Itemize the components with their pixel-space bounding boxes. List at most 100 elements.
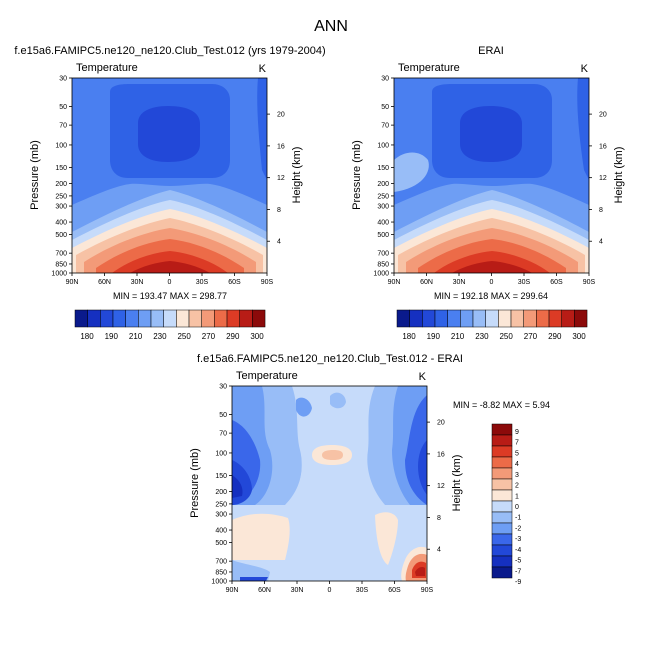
model-bottom-axis: 90N 60N 30N 0 30S 60S 90S [66, 273, 274, 286]
obs-ytick-label: 30 [381, 76, 389, 83]
model-colorbar-cell [100, 309, 114, 328]
diff-variable-label: Temperature [236, 370, 298, 382]
diff-colorbar-cell [491, 467, 513, 480]
diff-colorbar-label: -1 [515, 515, 521, 522]
model-colorbar-cell [74, 309, 88, 328]
obs-rtick-label: 12 [599, 175, 607, 182]
model-colorbar-cell [201, 309, 215, 328]
model-title: f.e15a6.FAMIPC5.ne120_ne120.Club_Test.01… [14, 45, 325, 57]
model-ytick-label: 1000 [51, 271, 67, 278]
obs-colorbar-label: 250 [499, 332, 513, 341]
diff-units-label: K [419, 371, 427, 383]
obs-colorbar-label: 290 [548, 332, 562, 341]
diff-rtick-label: 12 [437, 483, 445, 490]
obs-colorbar-cell [422, 309, 436, 328]
model-ytick-label: 850 [55, 261, 67, 268]
obs-north-warm [394, 152, 429, 192]
model-right-axis: 20 16 12 8 4 [267, 112, 285, 246]
diff-south-band-5 [418, 440, 427, 495]
diff-ytick-label: 400 [215, 528, 227, 535]
model-panel: f.e15a6.FAMIPC5.ne120_ne120.Club_Test.01… [14, 45, 325, 341]
model-xtick-label: 30S [196, 279, 209, 286]
model-colorbar-cell [239, 309, 253, 328]
diff-colorbar-label: 5 [515, 450, 519, 457]
diff-xtick-label: 30S [356, 587, 369, 594]
diff-ylabel: Pressure (mb) [189, 448, 201, 518]
diff-colorbar-label: 9 [515, 429, 519, 436]
diff-rtick-label: 20 [437, 420, 445, 427]
obs-ytick-label: 850 [377, 261, 389, 268]
obs-colorbar-label: 300 [572, 332, 586, 341]
model-band-190 [138, 106, 200, 162]
diff-colorbar-cell [491, 533, 513, 546]
model-colorbar-cell [150, 309, 164, 328]
diff-colorbar-cell [491, 478, 513, 491]
model-ytick-label: 100 [55, 142, 67, 149]
diff-ytick-label: 850 [215, 569, 227, 576]
model-band-295 [130, 261, 210, 273]
diff-minmax: MIN = -8.82 MAX = 5.94 [453, 400, 550, 410]
model-ytick-label: 400 [55, 220, 67, 227]
model-colorbar-label: 300 [250, 332, 264, 341]
obs-colorbar-label: 180 [402, 332, 416, 341]
obs-colorbar-cell [434, 309, 448, 328]
diff-patch-2 [330, 392, 346, 409]
diff-ytick-label: 150 [215, 473, 227, 480]
model-rtick-label: 16 [277, 143, 285, 150]
diff-xtick-label: 60N [258, 587, 271, 594]
diff-colorbar-label: -5 [515, 558, 521, 565]
obs-xtick-label: 90N [388, 279, 401, 286]
obs-colorbar-cell [472, 309, 486, 328]
diff-xtick-label: 90N [226, 587, 239, 594]
diff-colorbar-label: 3 [515, 472, 519, 479]
obs-ytick-label: 70 [381, 123, 389, 130]
model-ytick-label: 30 [59, 76, 67, 83]
obs-minmax: MIN = 192.18 MAX = 299.64 [434, 291, 548, 301]
obs-colorbar-label: 230 [475, 332, 489, 341]
page-title: ANN [314, 18, 348, 35]
diff-ytick-label: 100 [215, 450, 227, 457]
model-variable-label: Temperature [76, 62, 138, 74]
model-xtick-label: 0 [168, 279, 172, 286]
diff-bottom-cold-strip [240, 577, 268, 581]
obs-left-axis: 30 50 70 100 150 200 250 300 400 500 700 850 1000 [373, 76, 394, 278]
obs-xtick-label: 0 [490, 279, 494, 286]
diff-colorbar-cell [491, 544, 513, 557]
obs-xtick-label: 30S [518, 279, 531, 286]
model-units-label: K [259, 63, 267, 75]
model-colorbar-cell [112, 309, 126, 328]
model-colorbar-cell [138, 309, 152, 328]
diff-rtick-label: 16 [437, 451, 445, 458]
obs-ylabel-right: Height (km) [613, 147, 625, 204]
obs-colorbar-label: 210 [451, 332, 465, 341]
obs-band-295 [452, 261, 532, 273]
diff-ytick-label: 50 [219, 412, 227, 419]
obs-ytick-label: 50 [381, 104, 389, 111]
obs-ytick-label: 500 [377, 232, 389, 239]
model-rtick-label: 12 [277, 175, 285, 182]
model-ytick-label: 200 [55, 181, 67, 188]
model-ytick-label: 700 [55, 251, 67, 258]
obs-colorbar-cell [498, 309, 512, 328]
diff-panel: f.e15a6.FAMIPC5.ne120_ne120.Club_Test.01… [189, 353, 550, 594]
model-colorbar-cell [226, 309, 240, 328]
diff-ytick-label: 500 [215, 540, 227, 547]
obs-ylabel: Pressure (mb) [351, 140, 363, 210]
obs-ytick-label: 400 [377, 220, 389, 227]
model-colorbar-label: 270 [202, 332, 216, 341]
obs-colorbar-cell [396, 309, 410, 328]
obs-colorbar-cell [523, 309, 537, 328]
diff-warm-blob-2 [322, 450, 343, 460]
diff-colorbar-cell [491, 434, 513, 447]
model-colorbar-cell [252, 309, 266, 328]
obs-ytick-label: 200 [377, 181, 389, 188]
diff-right-axis: 20 16 12 8 4 [427, 420, 445, 554]
obs-xtick-label: 60S [550, 279, 563, 286]
model-colorbar-cell [87, 309, 101, 328]
obs-bottom-axis: 90N 60N 30N 0 30S 60S 90S [388, 273, 596, 286]
diff-xtick-label: 0 [328, 587, 332, 594]
model-colorbar-label: 190 [105, 332, 119, 341]
model-colorbar-cell [214, 309, 228, 328]
model-ytick-label: 150 [55, 165, 67, 172]
diff-bottom-axis: 90N 60N 30N 0 30S 60S 90S [226, 581, 434, 594]
